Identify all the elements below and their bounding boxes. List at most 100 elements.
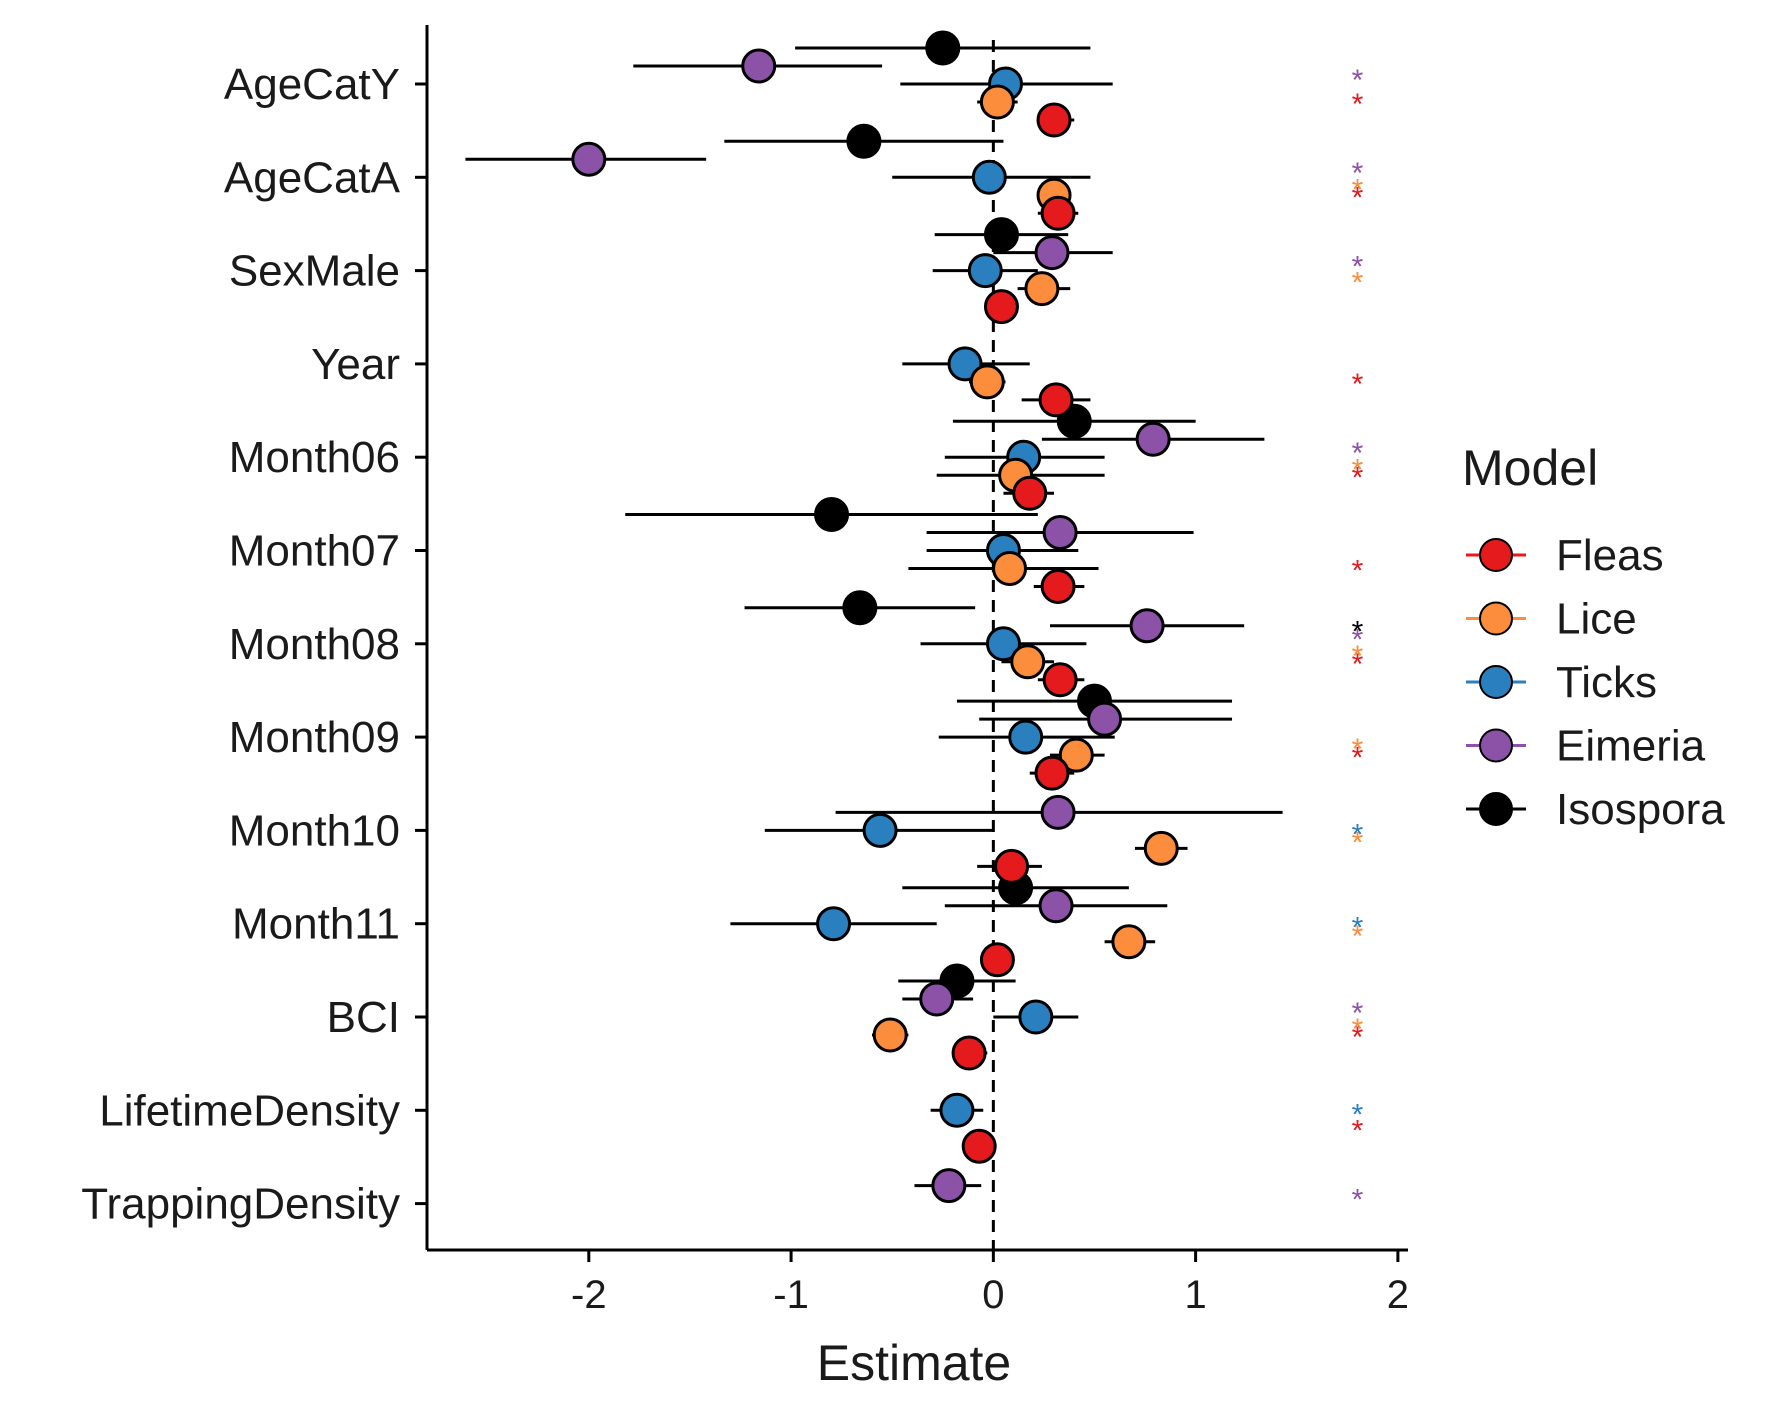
legend-label: Eimeria	[1556, 722, 1706, 771]
legend-label: Lice	[1556, 595, 1637, 644]
data-point	[1040, 195, 1076, 231]
significance-star: *	[1352, 173, 1364, 206]
data-point	[1038, 382, 1074, 418]
legend-title: Model	[1462, 440, 1598, 496]
y-tick-label: BCI	[327, 993, 400, 1042]
data-point	[1034, 235, 1070, 271]
significance-star: *	[1352, 818, 1364, 851]
data-point	[967, 253, 1003, 289]
x-tick-label: 0	[982, 1273, 1004, 1317]
significance-star: *	[1352, 88, 1364, 121]
x-axis-title: Estimate	[817, 1335, 1012, 1391]
legend-key-point	[1479, 792, 1513, 826]
significance-star: *	[1352, 827, 1364, 860]
significance-star: *	[1352, 1115, 1364, 1148]
data-point	[1087, 701, 1123, 737]
x-tick-label: 1	[1184, 1273, 1206, 1317]
data-point	[951, 1035, 987, 1071]
x-tick-label: 2	[1387, 1273, 1409, 1317]
data-point	[816, 906, 852, 942]
significance-star: *	[1352, 157, 1364, 190]
data-point	[1038, 888, 1074, 924]
significance-star: *	[1352, 368, 1364, 401]
y-tick-label: TrappingDensity	[81, 1180, 400, 1229]
significance-star: *	[1352, 437, 1364, 470]
y-tick-label: Month07	[229, 527, 400, 576]
data-point	[1036, 102, 1072, 138]
significance-star: *	[1352, 912, 1364, 945]
y-tick-label: Month08	[229, 620, 400, 669]
significance-star: *	[1352, 1184, 1364, 1217]
legend-label: Fleas	[1556, 531, 1664, 580]
significance-star: *	[1352, 267, 1364, 300]
data-point	[979, 84, 1015, 120]
significance-star: *	[1352, 648, 1364, 681]
significance-star: *	[1352, 1021, 1364, 1054]
significance-star: *	[1352, 251, 1364, 284]
significance-star: *	[1352, 453, 1364, 486]
significance-star: *	[1352, 733, 1364, 766]
y-tick-label: LifetimeDensity	[99, 1086, 400, 1135]
data-point	[1042, 662, 1078, 698]
data-point	[1129, 608, 1165, 644]
plot-area: ****************************	[465, 30, 1364, 1250]
data-point	[1042, 515, 1078, 550]
significance-star: *	[1352, 555, 1364, 588]
data-point	[992, 551, 1028, 586]
significance-star: *	[1352, 1013, 1364, 1046]
data-point	[931, 1168, 967, 1204]
data-point	[741, 48, 777, 84]
legend-key-point	[1479, 601, 1513, 636]
data-point	[979, 942, 1015, 978]
data-point	[994, 848, 1030, 884]
y-tick-label: Month10	[229, 806, 400, 855]
significance-star: *	[1352, 461, 1364, 494]
significance-star: *	[1352, 640, 1364, 673]
y-tick-label: AgeCatY	[224, 60, 400, 109]
data-point	[985, 626, 1021, 662]
data-point	[919, 981, 955, 1017]
legend-label: Isospora	[1556, 785, 1725, 834]
data-point	[571, 141, 607, 177]
legend-key-point	[1479, 665, 1513, 699]
data-point	[872, 1017, 908, 1053]
data-point	[983, 217, 1019, 253]
data-point	[814, 497, 850, 532]
y-tick-label: Month09	[229, 713, 400, 762]
data-point	[1008, 719, 1044, 755]
significance-star: *	[1352, 920, 1364, 953]
data-point	[1111, 924, 1147, 960]
data-point	[971, 159, 1007, 195]
legend-key-point	[1479, 728, 1513, 763]
significance-star: *	[1352, 624, 1364, 657]
y-tick-label: AgeCatA	[224, 153, 401, 202]
data-point	[983, 289, 1019, 325]
axes: -2 -1 0 1 2 AgeCatY AgeCatA SexMale Year Month06 M…	[81, 25, 1409, 1317]
data-point	[1024, 271, 1060, 307]
data-point	[842, 590, 878, 626]
y-tick-label: Month11	[232, 900, 400, 949]
data-point	[925, 30, 961, 66]
legend-key-point	[1479, 538, 1513, 572]
data-point	[939, 1092, 975, 1128]
data-point	[961, 1128, 997, 1164]
data-point	[862, 812, 898, 848]
y-tick-label: Year	[311, 340, 400, 389]
data-point	[1018, 999, 1054, 1035]
significance-star: *	[1352, 182, 1364, 215]
legend: Model Fleas Lice Ticks Eimeria Isospora	[1462, 440, 1725, 834]
y-tick-label: Month06	[229, 433, 400, 482]
data-point	[1012, 475, 1048, 511]
data-point	[1040, 794, 1076, 830]
significance-star: *	[1352, 64, 1364, 97]
data-point	[1135, 421, 1171, 457]
data-point	[1010, 644, 1046, 680]
significance-star: *	[1352, 1098, 1364, 1131]
y-tick-label: SexMale	[229, 247, 400, 296]
legend-label: Ticks	[1556, 658, 1657, 707]
significance-star: *	[1352, 741, 1364, 774]
data-point	[1034, 755, 1070, 791]
data-point	[969, 364, 1005, 400]
